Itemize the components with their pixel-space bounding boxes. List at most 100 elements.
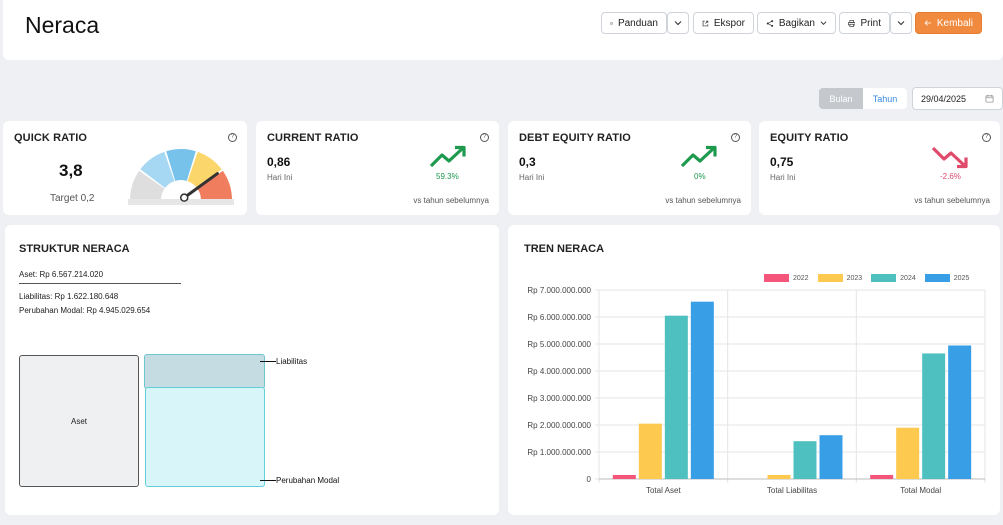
bar[interactable] (638, 423, 662, 479)
legend-item[interactable]: 2025 (924, 274, 970, 282)
legend-label: 2024 (900, 274, 916, 282)
bar[interactable] (870, 474, 894, 479)
bar[interactable] (896, 427, 920, 479)
legend-swatch (871, 274, 897, 282)
bar[interactable] (819, 435, 843, 479)
liabilitas-block (144, 354, 265, 389)
bar[interactable] (612, 474, 636, 479)
current-ratio-value: 0,86 (267, 155, 291, 169)
legend-item[interactable]: 2023 (817, 274, 863, 282)
struktur-neraca-title: STRUKTUR NERACA (19, 243, 130, 255)
help-icon[interactable]: ? (228, 133, 237, 142)
liabilitas-label: Liabilitas (276, 357, 308, 366)
svg-text:?: ? (611, 23, 612, 25)
gauge-segment (197, 170, 232, 200)
gauge-segment (140, 151, 175, 188)
y-tick-label: Rp 7.000.000.000 (527, 286, 591, 295)
bar[interactable] (922, 353, 946, 479)
print-label: Print (860, 17, 881, 29)
x-tick-label: Total Aset (646, 486, 681, 495)
page-header: Neraca (3, 0, 1003, 60)
kembali-label: Kembali (936, 17, 973, 29)
print-button[interactable]: Print (839, 12, 890, 34)
y-tick-label: Rp 1.000.000.000 (527, 448, 591, 457)
modal-leader (260, 480, 276, 481)
legend-label: 2023 (846, 274, 863, 282)
panduan-dropdown-button[interactable] (667, 12, 689, 34)
aset-summary: Aset: Rp 6.567.214.020 (19, 270, 104, 279)
divider (19, 283, 181, 284)
panduan-button[interactable]: ? Panduan (601, 12, 667, 34)
arrow-left-icon (924, 20, 932, 26)
help-icon[interactable]: ? (982, 133, 991, 142)
legend-swatch (924, 274, 950, 282)
bar[interactable] (948, 345, 972, 479)
equity-ratio-card: EQUITY RATIO ? 0,75 Hari Ini -2.6% vs ta… (759, 121, 1000, 215)
bagikan-label: Bagikan (778, 17, 815, 29)
debt-equity-ratio-card: DEBT EQUITY RATIO ? 0,3 Hari Ini 0% vs t… (508, 121, 751, 215)
x-tick-label: Total Liabilitas (767, 486, 817, 495)
debt-equity-ratio-sub: Hari Ini (519, 173, 545, 182)
ekspor-button[interactable]: Ekspor (693, 12, 754, 34)
export-icon (702, 20, 709, 26)
tren-neraca-chart: 0 Rp 1.000.000.000 Rp 2.000.000.000 Rp 3.00… (527, 286, 986, 495)
liabilitas-leader (260, 361, 276, 362)
bar[interactable] (690, 301, 714, 479)
gauge-segment (166, 149, 196, 181)
y-tick-label: Rp 6.000.000.000 (527, 313, 591, 322)
share-icon (766, 19, 774, 27)
equity-ratio-change: -2.6% (940, 172, 961, 181)
current-ratio-change: 59.3% (436, 172, 459, 181)
bar[interactable] (793, 441, 817, 479)
kembali-button[interactable]: Kembali (915, 12, 982, 34)
gauge-needle (182, 172, 219, 200)
aset-block: Aset (19, 355, 139, 487)
chevron-down-icon (820, 21, 827, 25)
trend-up-icon (680, 145, 717, 168)
gauge-segment (130, 170, 165, 200)
trend-down-icon (931, 146, 968, 169)
help-icon[interactable]: ? (731, 133, 740, 142)
legend-label: 2025 (953, 274, 970, 282)
y-tick-label: Rp 4.000.000.000 (527, 367, 591, 376)
print-dropdown-button[interactable] (890, 12, 912, 34)
calendar-icon (985, 94, 994, 103)
help-icon[interactable]: ? (480, 133, 489, 142)
y-tick-label: Rp 3.000.000.000 (527, 394, 591, 403)
modal-summary: Perubahan Modal: Rp 4.945.029.654 (19, 306, 151, 315)
bar[interactable] (664, 315, 688, 479)
current-ratio-sub: Hari Ini (267, 173, 293, 182)
quick-ratio-value: 3,8 (59, 161, 83, 180)
current-ratio-foot: vs tahun sebelumnya (413, 196, 489, 205)
debt-equity-ratio-title: DEBT EQUITY RATIO (519, 132, 631, 144)
date-picker[interactable]: 29/04/2025 (912, 87, 1003, 110)
current-ratio-card: CURRENT RATIO ? 0,86 Hari Ini 59.3% vs t… (256, 121, 499, 215)
quick-ratio-card: QUICK RATIO ? 3,8 Target 0,2 (3, 121, 247, 215)
trend-up-icon (429, 145, 466, 168)
help-circle-icon: ? (610, 21, 613, 25)
tren-neraca-card: TREN NERACA 2022 2023 2024 2025 0 Rp 1.000.0… (508, 225, 1000, 515)
date-value: 29/04/2025 (921, 93, 967, 104)
liabilitas-summary: Liabilitas: Rp 1.622.180.648 (19, 292, 119, 301)
bagikan-button[interactable]: Bagikan (757, 12, 836, 34)
aset-block-label: Aset (70, 416, 87, 426)
y-tick-label: Rp 5.000.000.000 (527, 340, 591, 349)
legend-label: 2022 (793, 274, 809, 282)
struktur-neraca-card: STRUKTUR NERACA Aset: Rp 6.567.214.020 L… (5, 225, 499, 515)
quick-ratio-gauge (128, 149, 234, 205)
printer-icon (848, 19, 856, 27)
page-title: Neraca (25, 12, 100, 38)
tahun-toggle[interactable]: Tahun (863, 88, 907, 109)
gauge-segment (187, 151, 222, 188)
equity-ratio-value: 0,75 (770, 155, 794, 169)
bar[interactable] (767, 474, 791, 479)
quick-ratio-target: Target 0,2 (50, 193, 95, 204)
bulan-toggle[interactable]: Bulan (819, 88, 863, 109)
legend-item[interactable]: 2024 (871, 274, 916, 282)
tren-neraca-title: TREN NERACA (524, 243, 605, 255)
equity-ratio-foot: vs tahun sebelumnya (914, 196, 990, 205)
legend-item[interactable]: 2022 (764, 274, 809, 282)
debt-equity-ratio-foot: vs tahun sebelumnya (665, 196, 741, 205)
period-toggle: Bulan Tahun (819, 88, 907, 109)
debt-equity-ratio-change: 0% (694, 172, 706, 181)
